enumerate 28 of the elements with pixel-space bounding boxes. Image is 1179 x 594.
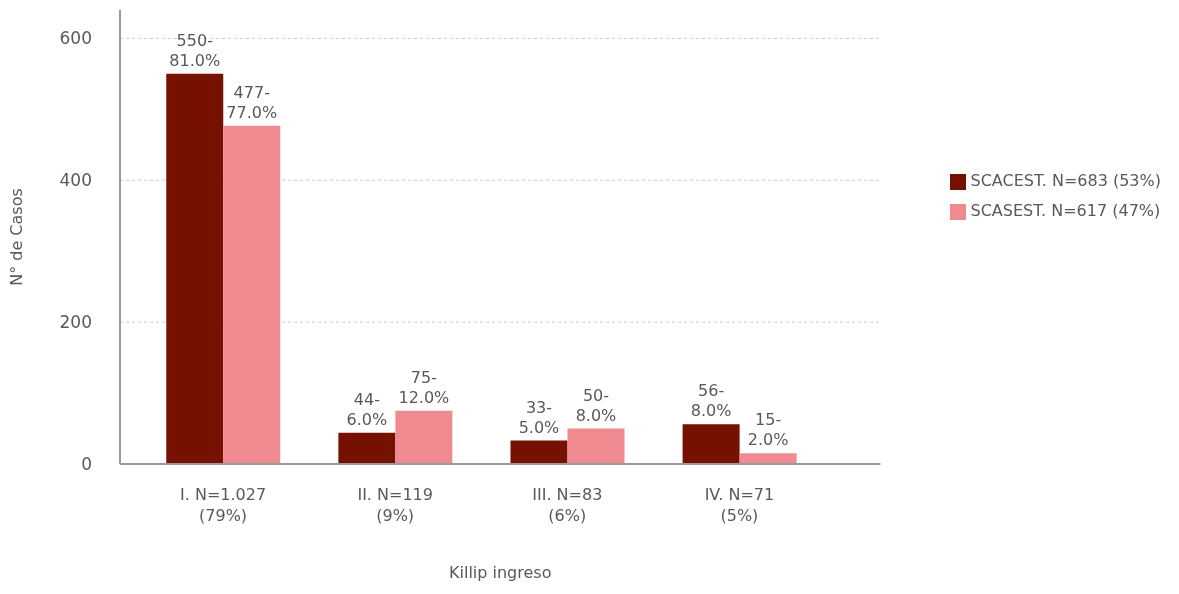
- data-label: 44- 6.0%: [346, 389, 388, 429]
- bar: [223, 125, 281, 464]
- bar: [682, 424, 740, 464]
- y-tick-label: 0: [81, 454, 92, 475]
- y-axis-title: N° de Casos: [6, 188, 26, 286]
- x-tick-label: IV. N=71 (5%): [704, 485, 775, 525]
- data-label: 15- 2.0%: [747, 410, 789, 450]
- x-tick-label: III. N=83 (6%): [532, 485, 603, 525]
- x-tick-label: II. N=119 (9%): [357, 485, 433, 525]
- x-axis-title: Killip ingreso: [449, 563, 552, 582]
- bar: [338, 432, 396, 464]
- bar: [567, 428, 625, 464]
- legend-label: SCASEST. N=617 (47%): [970, 201, 1161, 220]
- bar: [395, 410, 453, 464]
- y-tick-label: 200: [59, 312, 92, 333]
- y-tick-label: 400: [59, 170, 92, 191]
- data-label: 477- 77.0%: [226, 82, 278, 122]
- data-label: 550- 81.0%: [169, 30, 221, 70]
- data-label: 56- 8.0%: [690, 381, 732, 421]
- data-label: 33- 5.0%: [518, 397, 560, 437]
- bar: [166, 73, 224, 464]
- y-tick-label: 600: [59, 28, 92, 49]
- x-tick-label: I. N=1.027 (79%): [180, 485, 267, 525]
- data-label: 75- 12.0%: [398, 367, 450, 407]
- data-label: 50- 8.0%: [575, 385, 617, 425]
- legend-label: SCACEST. N=683 (53%): [970, 171, 1161, 190]
- bar: [510, 440, 568, 464]
- bar: [739, 453, 797, 464]
